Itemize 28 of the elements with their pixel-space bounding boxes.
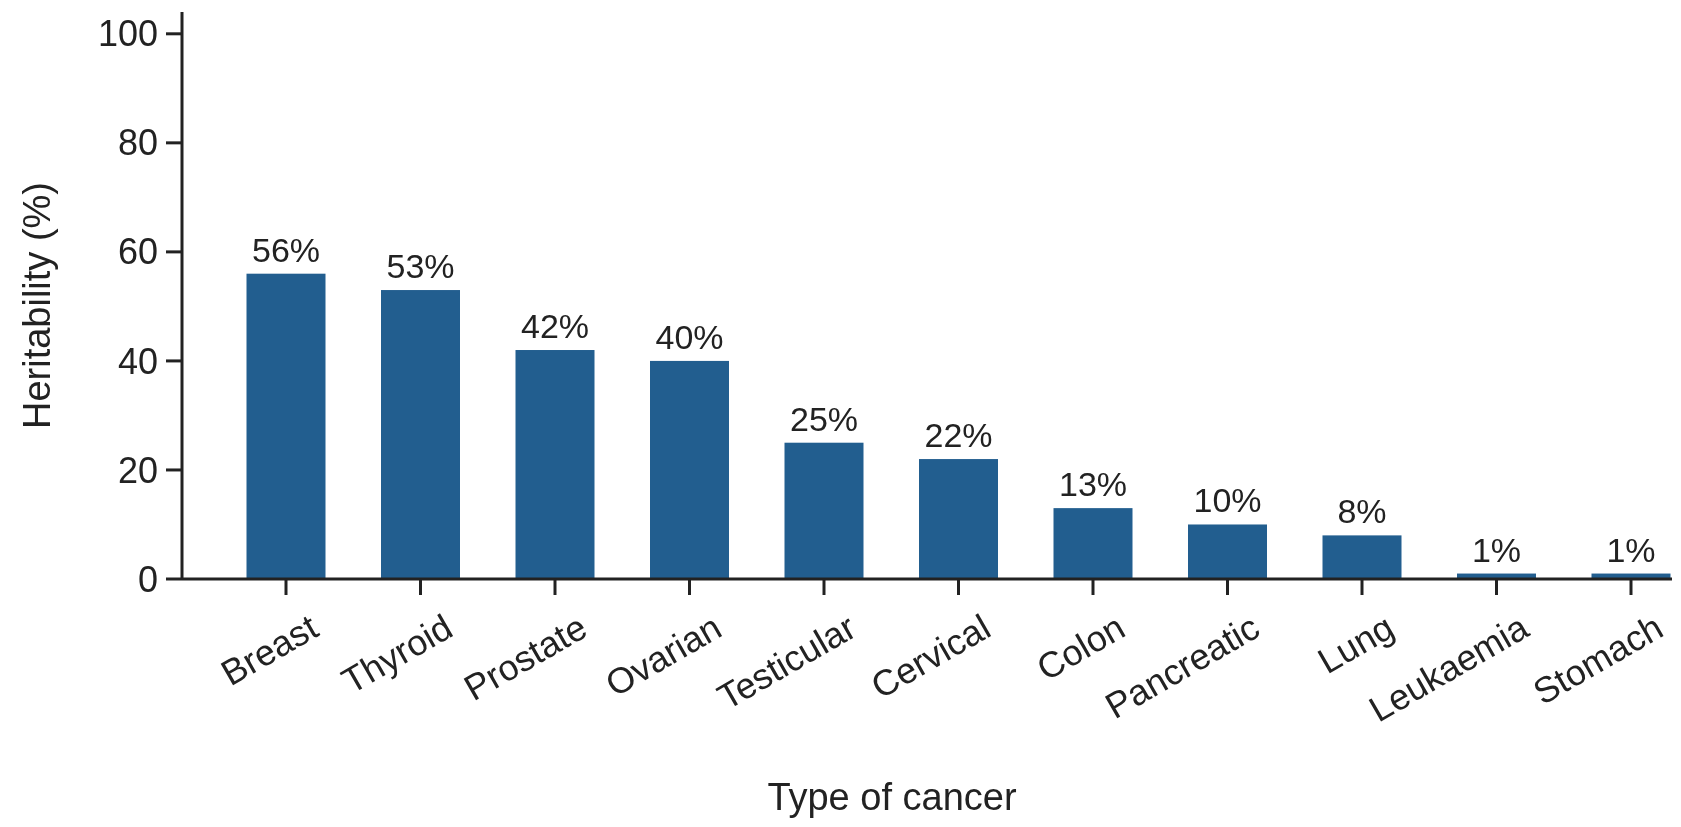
bar	[1188, 524, 1267, 579]
y-tick-label: 100	[97, 13, 158, 55]
y-axis-title: Heritability (%)	[16, 181, 58, 430]
x-axis-title: Type of cancer	[767, 776, 1017, 818]
data-label: 40%	[655, 317, 724, 356]
data-label: 8%	[1337, 492, 1387, 531]
data-label: 22%	[924, 416, 993, 455]
data-label: 56%	[251, 230, 321, 269]
data-label: 1%	[1606, 530, 1656, 569]
data-label: 13%	[1058, 465, 1128, 504]
data-label: 53%	[386, 247, 455, 286]
y-tick-label: 80	[117, 122, 158, 164]
bar	[381, 290, 460, 579]
bar	[1053, 508, 1133, 579]
y-tick-label: 60	[117, 231, 158, 273]
bar	[246, 273, 326, 579]
data-label: 10%	[1193, 481, 1262, 520]
data-label: 42%	[520, 307, 590, 346]
bar	[650, 360, 729, 579]
bar	[919, 459, 998, 579]
bar	[784, 442, 864, 579]
y-tick-label: 40	[117, 340, 158, 382]
y-tick-label: 20	[117, 449, 158, 491]
y-tick-label: 0	[137, 558, 158, 600]
bar	[515, 350, 595, 579]
data-label: 1%	[1471, 530, 1522, 569]
bar	[1322, 535, 1402, 579]
data-label: 25%	[789, 399, 859, 438]
